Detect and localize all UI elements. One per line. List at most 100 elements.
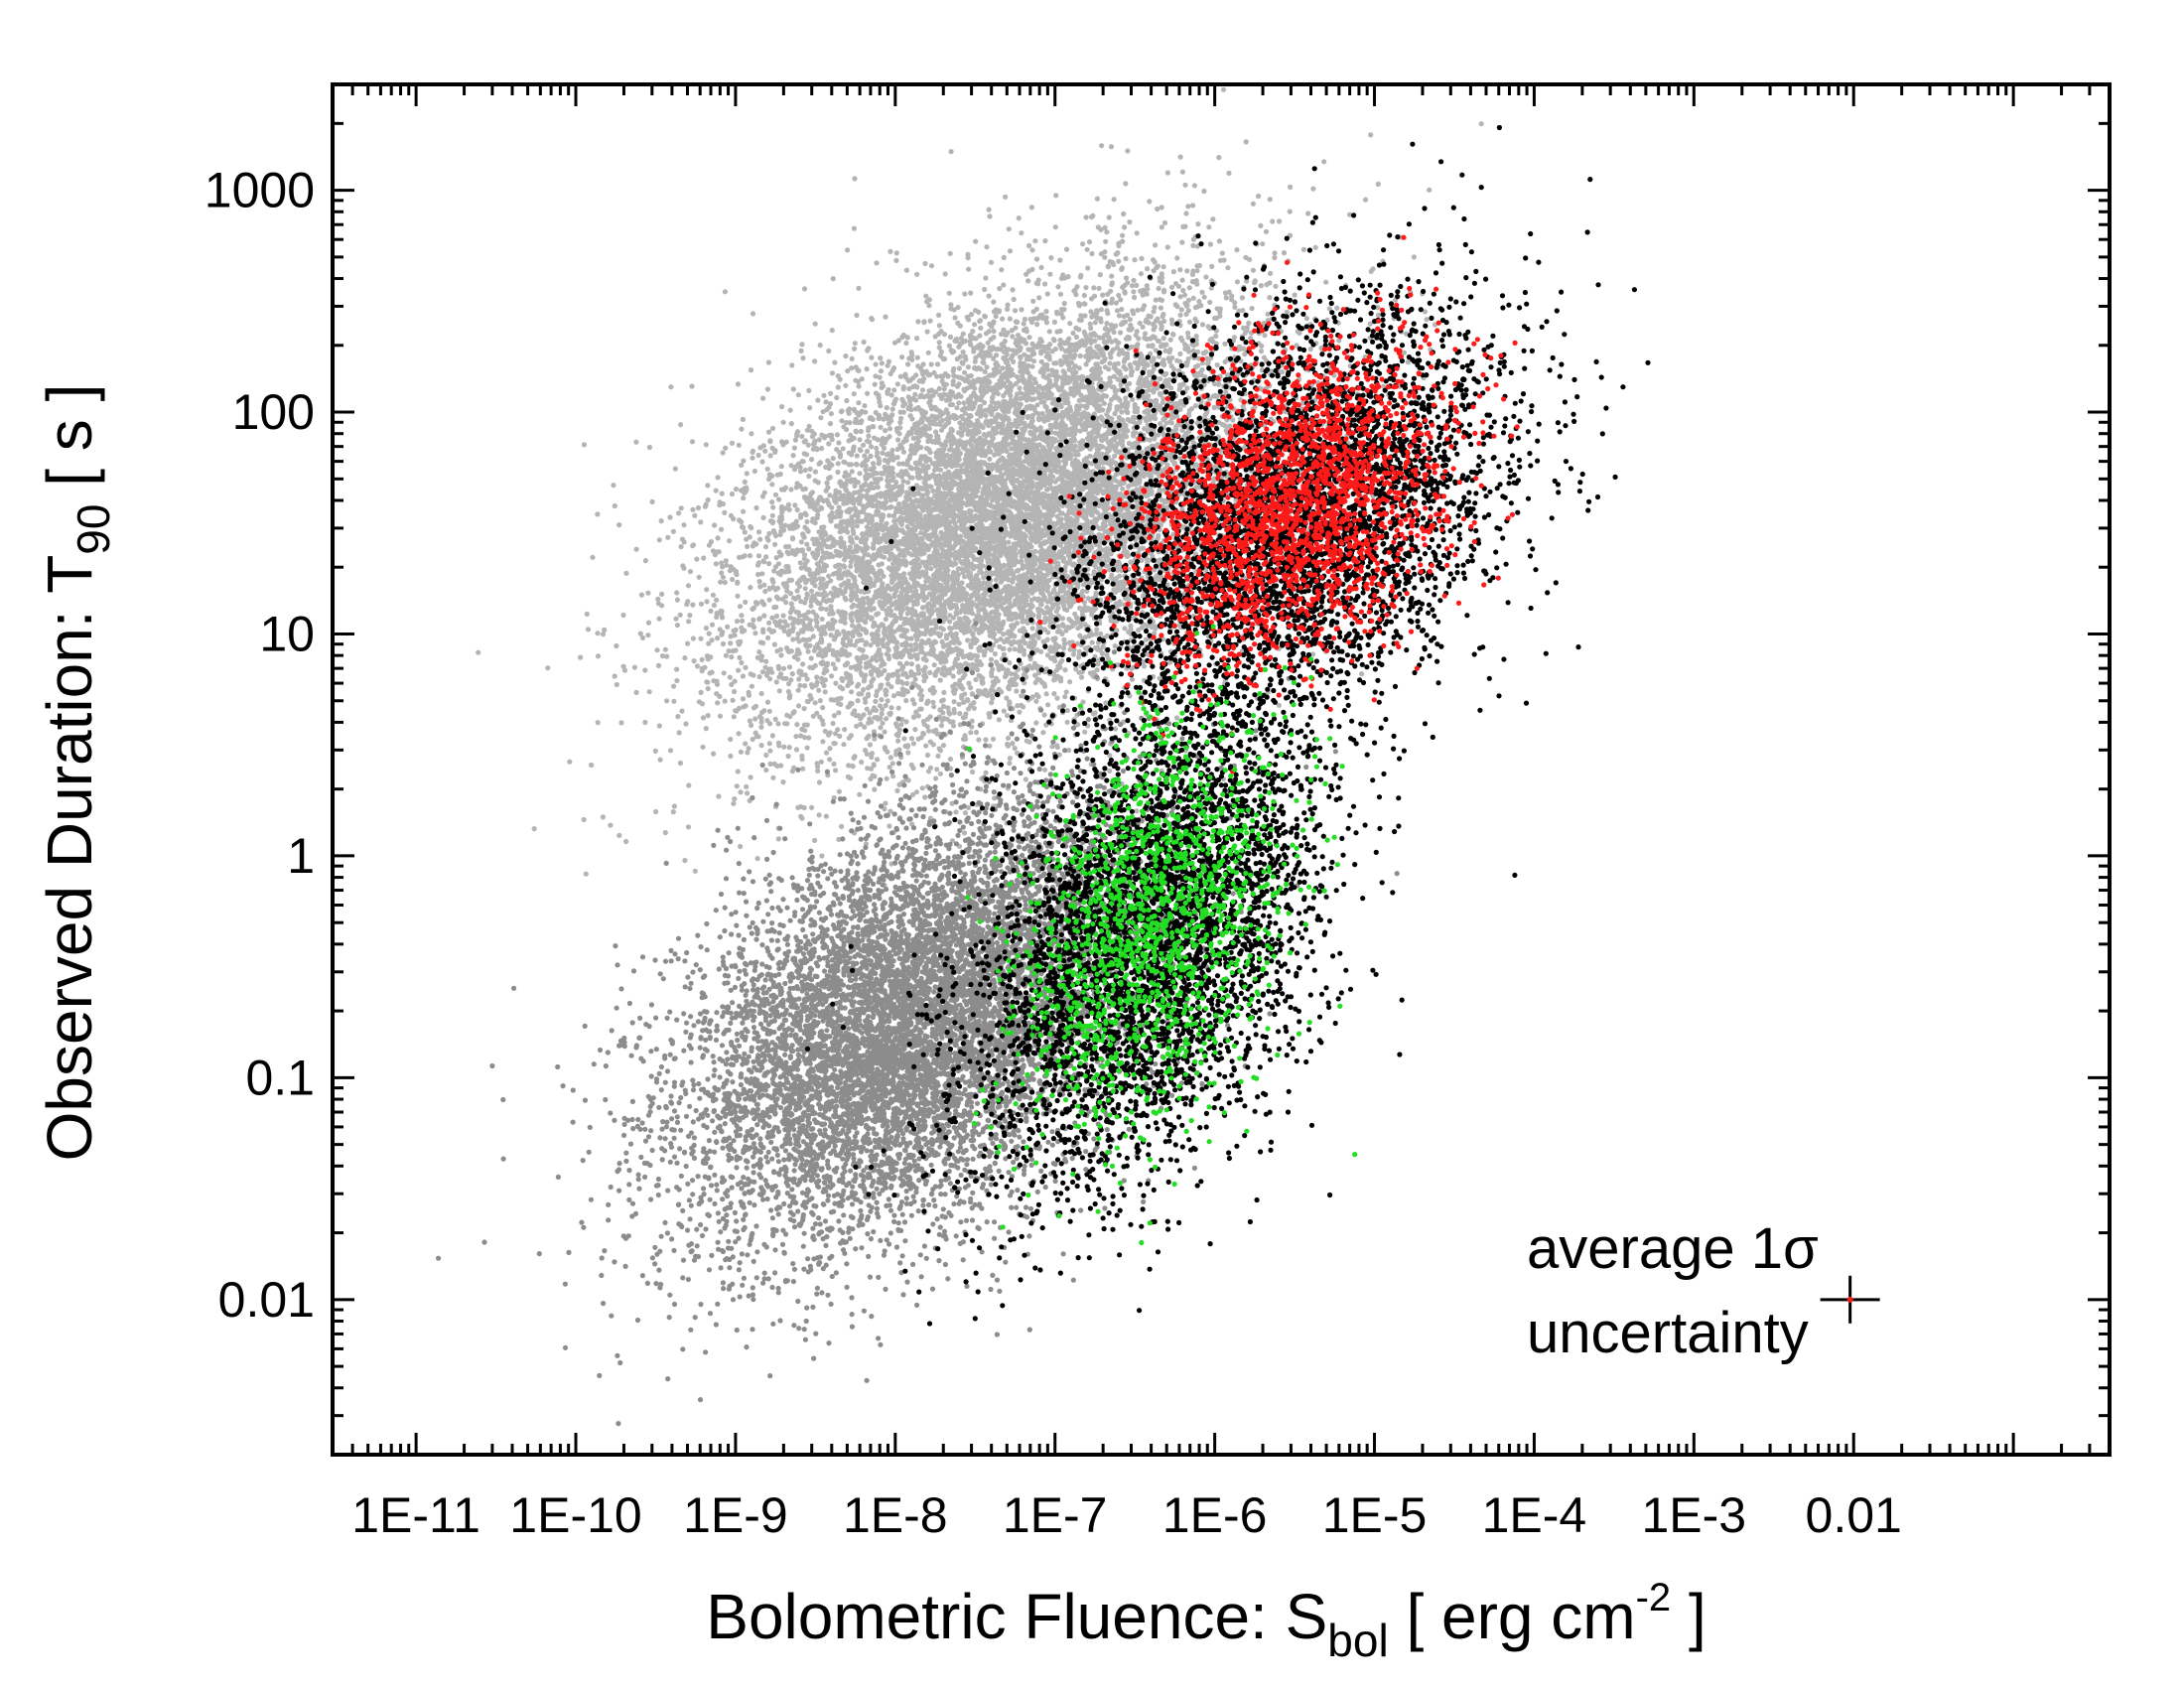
simulated-long-grbs-point [817, 779, 822, 784]
simulated-long-grbs-point [1135, 366, 1140, 371]
simulated-long-grbs-point [1113, 643, 1118, 648]
simulated-long-grbs-point [771, 528, 776, 533]
simulated-long-grbs-point [1209, 264, 1214, 269]
simulated-long-grbs-point [806, 546, 811, 551]
simulated-long-grbs-point [809, 589, 814, 594]
simulated-long-grbs-point [1202, 295, 1207, 300]
simulated-long-grbs-point [866, 434, 871, 439]
simulated-long-grbs-point [642, 667, 647, 672]
simulated-long-grbs-point [653, 749, 658, 754]
simulated-long-grbs-point [757, 579, 762, 584]
simulated-long-grbs-point [675, 714, 680, 719]
simulated-long-grbs-point [753, 600, 758, 605]
simulated-long-grbs-point [883, 315, 887, 320]
simulated-long-grbs-point [795, 805, 800, 810]
simulated-long-grbs-point [674, 590, 679, 595]
simulated-long-grbs-point [1033, 699, 1038, 704]
simulated-long-grbs-point [786, 502, 791, 507]
simulated-long-grbs-point [898, 374, 903, 379]
simulated-long-grbs-point [878, 403, 883, 408]
simulated-long-grbs-point [759, 459, 764, 464]
simulated-long-grbs-point [1121, 211, 1126, 216]
simulated-long-grbs-point [772, 642, 777, 647]
simulated-long-grbs-point [1047, 329, 1052, 334]
simulated-long-grbs-point [1038, 337, 1043, 342]
simulated-long-grbs-point [1096, 224, 1101, 229]
simulated-long-grbs-point [984, 244, 989, 249]
simulated-long-grbs-point [968, 291, 973, 296]
simulated-long-grbs-point [724, 653, 729, 658]
simulated-long-grbs-point [796, 703, 801, 708]
simulated-long-grbs-point [1008, 756, 1013, 761]
simulated-long-grbs-point [759, 720, 764, 725]
simulated-long-grbs-point [799, 539, 804, 544]
simulated-long-grbs-point [1268, 197, 1273, 202]
simulated-long-grbs-point [830, 370, 835, 375]
simulated-long-grbs-point [993, 651, 998, 656]
simulated-long-grbs-point [833, 731, 838, 736]
simulated-long-grbs-point [915, 355, 920, 360]
simulated-long-grbs-point [904, 661, 909, 666]
simulated-long-grbs-point [1131, 311, 1136, 316]
simulated-long-grbs-point [863, 748, 868, 753]
simulated-long-grbs-point [1203, 274, 1208, 279]
simulated-long-grbs-point [1055, 745, 1060, 750]
simulated-long-grbs-point [1285, 310, 1290, 315]
simulated-long-grbs-point [1223, 389, 1228, 394]
simulated-long-grbs-point [833, 741, 838, 746]
simulated-long-grbs-point [933, 334, 938, 339]
simulated-long-grbs-point [733, 679, 738, 684]
simulated-long-grbs-point [961, 400, 966, 405]
simulated-long-grbs-point [965, 637, 970, 642]
simulated-long-grbs-point [685, 641, 690, 646]
simulated-long-grbs-point [792, 467, 797, 472]
simulated-long-grbs-point [953, 315, 958, 320]
simulated-long-grbs-point [920, 361, 925, 366]
simulated-long-grbs-point [748, 585, 752, 590]
simulated-long-grbs-point [1040, 730, 1045, 735]
simulated-long-grbs-point [1149, 358, 1154, 363]
simulated-long-grbs-point [1048, 255, 1053, 260]
simulated-long-grbs-point [616, 522, 621, 527]
simulated-long-grbs-point [925, 753, 930, 758]
simulated-long-grbs-point [997, 717, 1002, 722]
simulated-long-grbs-point [1024, 776, 1028, 781]
simulated-long-grbs-point [1093, 320, 1098, 325]
simulated-long-grbs-point [1030, 626, 1035, 631]
simulated-long-grbs-point [616, 833, 621, 838]
simulated-long-grbs-point [737, 655, 742, 660]
simulated-long-grbs-point [778, 625, 783, 630]
simulated-long-grbs-point [920, 387, 925, 392]
simulated-long-grbs-point [777, 619, 782, 624]
simulated-long-grbs-point [1177, 352, 1182, 356]
simulated-long-grbs-point [699, 690, 704, 695]
simulated-long-grbs-point [1033, 720, 1038, 725]
simulated-long-grbs-point [823, 689, 828, 694]
simulated-long-grbs-point [1044, 691, 1049, 696]
simulated-long-grbs-point [900, 479, 905, 484]
simulated-long-grbs-point [819, 853, 824, 858]
simulated-long-grbs-point [1124, 256, 1129, 261]
simulated-long-grbs-point [937, 323, 942, 328]
simulated-long-grbs-point [532, 826, 537, 831]
simulated-long-grbs-point [833, 666, 838, 671]
simulated-long-grbs-point [769, 482, 774, 487]
simulated-long-grbs-point [741, 417, 746, 422]
simulated-long-grbs-point [952, 339, 957, 344]
simulated-long-grbs-point [1120, 239, 1125, 244]
simulated-long-grbs-point [887, 249, 892, 254]
simulated-long-grbs-point [1104, 321, 1109, 326]
simulated-long-grbs-point [991, 553, 996, 558]
simulated-long-grbs-point [1065, 720, 1070, 725]
simulated-long-grbs-point [852, 347, 857, 352]
simulated-long-grbs-point [804, 542, 809, 547]
simulated-long-grbs-point [584, 872, 589, 877]
simulated-long-grbs-point [1026, 243, 1031, 248]
simulated-long-grbs-point [732, 714, 737, 719]
simulated-long-grbs-point [692, 513, 697, 518]
simulated-long-grbs-point [796, 688, 801, 693]
simulated-long-grbs-point [923, 744, 928, 749]
simulated-long-grbs-point [891, 365, 896, 370]
simulated-long-grbs-point [945, 373, 950, 378]
simulated-long-grbs-point [608, 823, 613, 828]
